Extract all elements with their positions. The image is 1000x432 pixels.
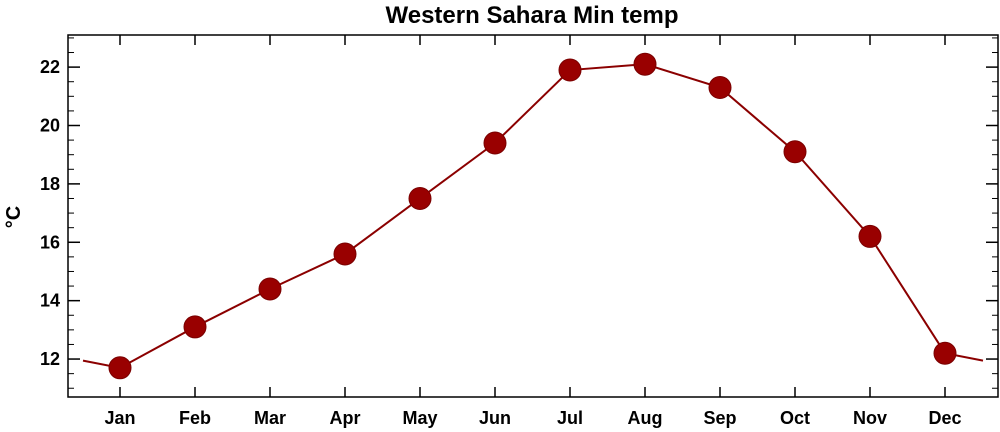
tick-marks (68, 35, 998, 397)
x-tick-label: Jul (557, 408, 583, 428)
y-tick-label: 14 (40, 291, 60, 311)
y-tick-label: 12 (40, 349, 60, 369)
x-tick-label: Dec (928, 408, 961, 428)
data-point-aug (633, 52, 657, 76)
data-markers (108, 52, 957, 380)
data-point-jun (483, 131, 507, 155)
x-tick-label: Nov (853, 408, 887, 428)
y-axis-label: °C (3, 206, 25, 228)
data-point-feb (183, 315, 207, 339)
x-tick-label: Oct (780, 408, 810, 428)
data-point-nov (858, 224, 882, 248)
x-tick-label: Feb (179, 408, 211, 428)
y-tick-labels: 12 14 16 18 20 22 (40, 57, 60, 369)
series-temperature-line (82, 63, 984, 369)
x-tick-label: May (402, 408, 437, 428)
data-point-jul (558, 58, 582, 82)
chart-title: Western Sahara Min temp (386, 2, 679, 29)
x-tick-label: Sep (703, 408, 736, 428)
data-point-jan (108, 356, 132, 380)
data-point-dec (933, 341, 957, 365)
data-point-apr (333, 242, 357, 266)
y-tick-label: 18 (40, 174, 60, 194)
y-tick-label: 16 (40, 232, 60, 252)
x-tick-label: Jun (479, 408, 511, 428)
data-point-sep (708, 76, 732, 100)
y-tick-label: 22 (40, 57, 60, 77)
x-tick-label: Apr (330, 408, 361, 428)
plot-area-frame (67, 34, 999, 398)
data-point-mar (258, 277, 282, 301)
y-tick-label: 20 (40, 116, 60, 136)
data-point-oct (783, 140, 807, 164)
x-tick-label: Jan (104, 408, 135, 428)
series-line (82, 63, 984, 369)
x-tick-labels: Jan Feb Mar Apr May Jun Jul Aug Sep Oct Nov Dec (104, 408, 961, 428)
x-tick-label: Mar (254, 408, 286, 428)
x-tick-label: Aug (628, 408, 663, 428)
data-point-may (408, 186, 432, 210)
